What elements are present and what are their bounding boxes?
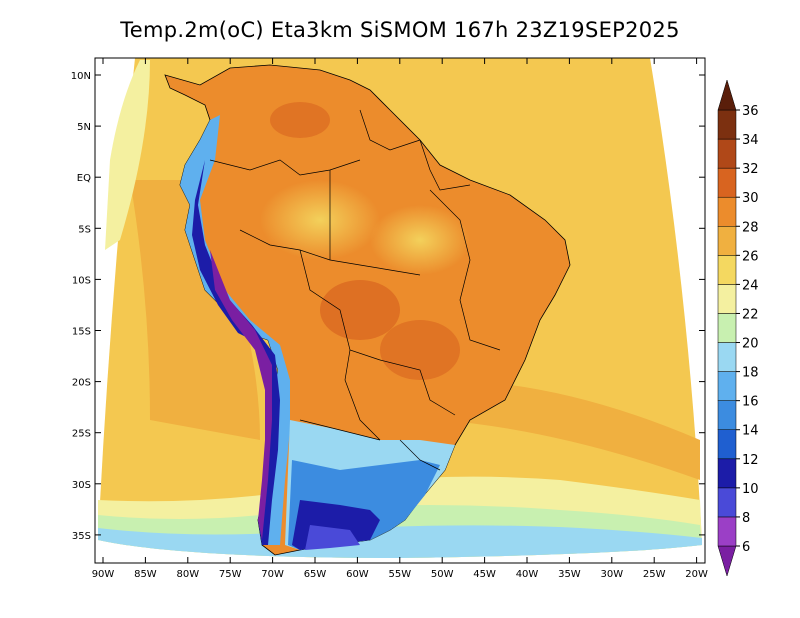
colorbar-swatch [717,371,737,401]
colorbar-label: 14 [742,424,759,439]
hot-spot-mato-grosso [320,280,400,340]
lat-label: 5S [78,224,91,235]
lat-label: EQ [77,173,91,184]
lon-label: 50W [431,569,454,580]
lat-label: 10N [71,71,91,82]
lon-label: 40W [516,569,539,580]
lon-label: 90W [92,569,115,580]
colorbar-swatch [717,255,737,285]
colorbar-swatch [717,196,737,227]
lon-label: 85W [134,569,157,580]
lon-label: 65W [304,569,327,580]
colorbar-label: 18 [742,366,759,381]
lat-label: 15S [72,327,91,338]
colorbar-swatch [717,138,737,169]
lat-label: 5N [77,122,91,133]
longitude-axis: 90W 85W 80W 75W 70W 65W 60W 55W 50W 45W 40W 35W 30W 2… [92,58,708,580]
map-domain [98,58,702,558]
ocean-cool-band-north [105,60,150,250]
lat-label: 10S [72,275,91,286]
ocean-warm-band [130,180,260,440]
hot-spot-north [270,102,330,138]
lon-label: 60W [346,569,369,580]
colorbar-label: 28 [742,220,759,235]
colorbar-swatch [717,79,737,111]
map-title: Temp.2m(oC) Eta3km SiSMOM 167h 23Z19SEP2… [120,18,680,42]
hot-spot-amazon [260,180,380,260]
colorbar-label: 12 [742,453,759,468]
lat-label: 25S [72,429,91,440]
country-borders [209,109,501,471]
colorbar-label: 34 [742,133,759,148]
andes-coldest-band [210,250,272,540]
colorbar-swatch [717,458,737,489]
colorbar-swatch [717,400,737,430]
colorbar-swatch [717,429,737,460]
andes-cool-band [180,115,290,545]
lon-label: 20W [685,569,708,580]
ocean-mid-band [440,380,700,480]
colorbar-label: 30 [742,191,759,206]
colorbar-label: 16 [742,395,759,410]
lat-label: 20S [72,378,91,389]
colorbar-label: 20 [742,337,759,352]
colorbar-swatch [717,487,737,518]
colorbar-label: 8 [742,511,750,526]
lon-label: 80W [176,569,199,580]
lon-label: 25W [643,569,666,580]
colorbar-label: 22 [742,307,759,322]
colorbar-swatch [717,167,737,198]
hot-spot-para [370,205,470,275]
colorbar-swatch [717,516,737,547]
colorbar-label: 32 [742,162,759,177]
lon-label: 30W [600,569,623,580]
colorbar-label: 26 [742,249,759,264]
colorbar-label: 36 [742,104,759,119]
lon-label: 45W [473,569,496,580]
colorbar-swatch [717,313,737,343]
colorbar: 6 8 10 12 14 16 18 20 22 24 26 28 30 32 34 36 [717,79,759,577]
colorbar-swatch [717,226,737,256]
colorbar-swatch [717,109,737,140]
lon-label: 55W [388,569,411,580]
lon-label: 70W [261,569,284,580]
lon-label: 35W [558,569,581,580]
colorbar-swatch [717,342,737,372]
andes-cold-band [192,160,280,545]
lat-label: 30S [72,480,91,491]
latitude-axis: 10N 5N EQ 5S 10S 15S 20S 25S 30S 35S [71,71,705,542]
colorbar-label: 6 [742,540,750,555]
lon-label: 75W [219,569,242,580]
pampas-coldest-region [305,525,360,550]
colorbar-label: 10 [742,482,759,497]
colorbar-swatch [717,545,737,577]
lat-label: 35S [72,531,91,542]
ocean-colder-band-south [98,525,702,558]
colorbar-label: 24 [742,278,759,293]
colorbar-swatch [717,284,737,314]
